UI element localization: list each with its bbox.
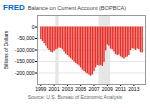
- svg-text:Billions of Dollars: Billions of Dollars: [3, 30, 9, 69]
- svg-text:2007: 2007: [88, 86, 99, 92]
- svg-text:-150,000: -150,000: [15, 58, 35, 64]
- html-text:FRED Balance on Current Accoun: FRED Balance on Current Account (BOPBCA): [3, 3, 126, 12]
- svg-text:-200,000: -200,000: [15, 70, 35, 76]
- svg-text:0: 0: [32, 24, 35, 30]
- svg-text:2011: 2011: [115, 86, 126, 92]
- svg-text:2013: 2013: [128, 86, 139, 92]
- svg-text:-50,000: -50,000: [18, 35, 35, 41]
- svg-text:1999: 1999: [35, 86, 46, 92]
- svg-text:2009: 2009: [102, 86, 113, 92]
- svg-text:2001: 2001: [49, 86, 60, 92]
- html-text:Source: U.S. Bureau of Economi: Source: U.S. Bureau of Economic Analysis: [27, 94, 123, 100]
- svg-text:2005: 2005: [75, 86, 86, 92]
- svg-text:2003: 2003: [62, 86, 73, 92]
- svg-text:-100,000: -100,000: [15, 47, 35, 53]
